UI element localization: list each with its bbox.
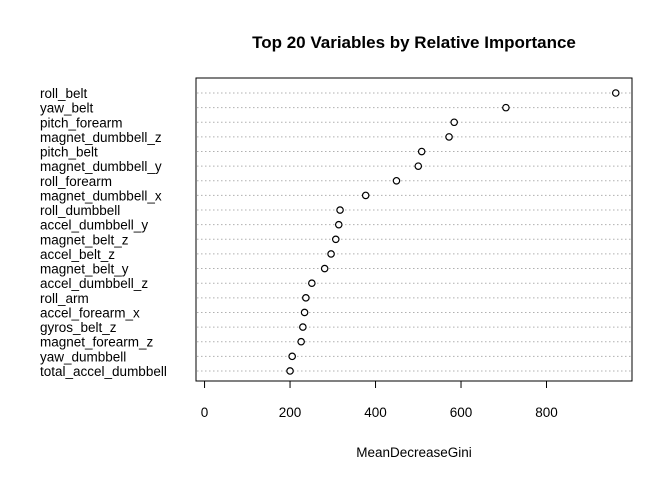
data-point: [302, 294, 310, 302]
data-point: [331, 235, 340, 244]
category-label: magnet_belt_y: [40, 262, 129, 277]
data-point: [308, 279, 316, 287]
data-point: [299, 323, 307, 331]
x-tick-label: 0: [201, 405, 209, 420]
data-point: [327, 250, 335, 258]
category-label: gyros_belt_z: [40, 320, 117, 335]
data-point: [361, 191, 370, 200]
data-point: [611, 89, 620, 97]
chart-title: Top 20 Variables by Relative Importance: [252, 33, 576, 52]
data-point: [297, 337, 305, 346]
category-labels: roll_beltyaw_beltpitch_forearmmagnet_dum…: [40, 86, 167, 379]
data-point: [445, 133, 453, 141]
x-tick-label: 200: [279, 405, 302, 420]
x-axis: 0 200 400 600 800: [201, 380, 558, 420]
category-label: accel_dumbbell_z: [40, 276, 148, 291]
data-point: [414, 162, 423, 170]
data-point: [450, 118, 458, 127]
data-point: [392, 176, 401, 185]
data-point: [286, 367, 294, 375]
category-label: accel_forearm_x: [40, 305, 140, 320]
data-point: [320, 264, 329, 273]
category-label: roll_belt: [40, 86, 88, 101]
category-label: roll_forearm: [40, 174, 112, 189]
x-tick-label: 400: [364, 405, 387, 420]
category-label: roll_arm: [40, 291, 89, 306]
category-label: magnet_dumbbell_y: [40, 159, 162, 174]
category-label: accel_belt_z: [40, 247, 115, 262]
category-label: magnet_dumbbell_z: [40, 130, 162, 145]
data-point: [502, 103, 510, 112]
gridlines: [197, 92, 631, 372]
data-point: [417, 147, 426, 156]
category-label: yaw_dumbbell: [40, 349, 126, 364]
plot-frame: [195, 77, 633, 382]
category-label: pitch_belt: [40, 145, 98, 160]
data-point: [288, 352, 296, 361]
data-points: [286, 89, 620, 375]
x-tick-label: 800: [535, 405, 558, 420]
data-point: [336, 206, 344, 214]
category-label: magnet_forearm_z: [40, 335, 154, 350]
category-label: total_accel_dumbbell: [40, 364, 167, 379]
category-label: magnet_dumbbell_x: [40, 188, 162, 203]
x-axis-title: MeanDecreaseGini: [356, 445, 472, 460]
category-label: magnet_belt_z: [40, 232, 129, 247]
category-label: pitch_forearm: [40, 115, 123, 130]
category-label: yaw_belt: [40, 101, 94, 116]
data-point: [300, 308, 309, 317]
category-label: accel_dumbbell_y: [40, 218, 148, 233]
category-label: roll_dumbbell: [40, 203, 120, 218]
x-tick-label: 600: [450, 405, 473, 420]
data-point: [334, 220, 343, 229]
